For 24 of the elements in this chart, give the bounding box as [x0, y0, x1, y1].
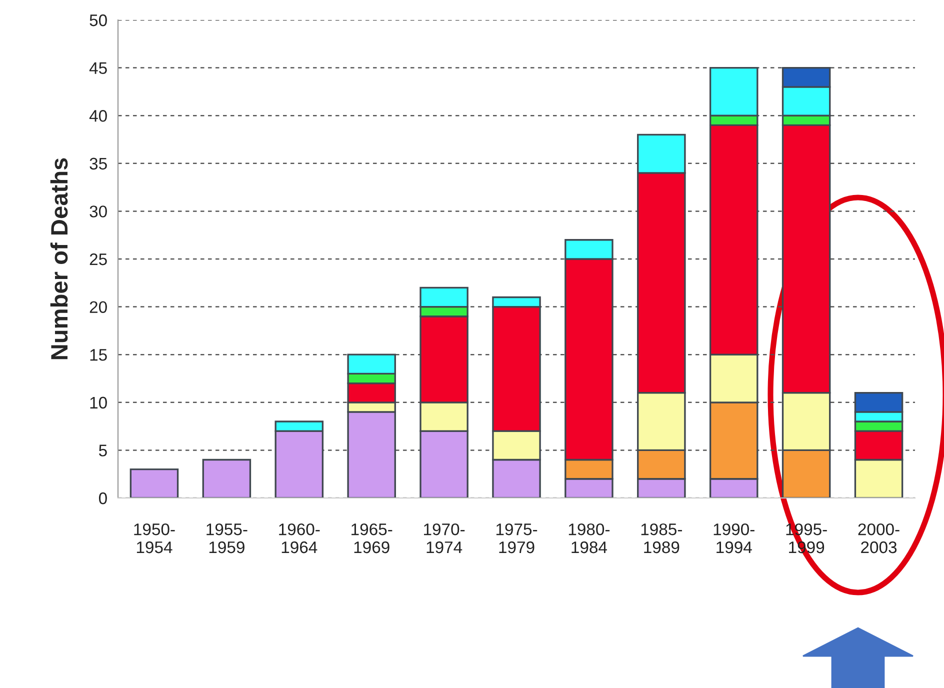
x-tick-label: 1975- 1979: [496, 523, 538, 554]
y-tick-label: 45: [89, 62, 107, 74]
x-tick-label: 1990- 1994: [714, 523, 754, 554]
x-tick-label: 1970- 1974: [424, 523, 465, 554]
bar: [130, 468, 179, 498]
y-tick-label: 0: [98, 492, 107, 504]
y-tick-label: 20: [90, 301, 107, 314]
y-tick-label: 30: [90, 206, 107, 218]
x-tick-label: 1965- 1969: [352, 523, 392, 554]
x-tick-label: 1955- 1959: [206, 523, 248, 554]
x-tick-label: 1960- 1964: [279, 523, 320, 554]
y-tick-label: 10: [90, 396, 107, 409]
x-tick-label: 1950- 1954: [134, 523, 175, 554]
x-tick-label: 1985- 1989: [641, 523, 682, 554]
x-tick-label: 2000- 2003: [858, 523, 900, 554]
y-tick-label: 40: [89, 110, 107, 122]
y-tick-label: 25: [90, 253, 107, 266]
bar: [202, 458, 252, 498]
y-tick-label: 5: [98, 444, 107, 456]
y-tick-label: 15: [90, 349, 107, 361]
y-tick-label: 50: [90, 14, 107, 26]
x-tick-label: 1980- 1984: [568, 523, 610, 554]
y-tick-label: 35: [90, 158, 107, 170]
y-axis-title: Number of Deaths: [50, 158, 68, 360]
